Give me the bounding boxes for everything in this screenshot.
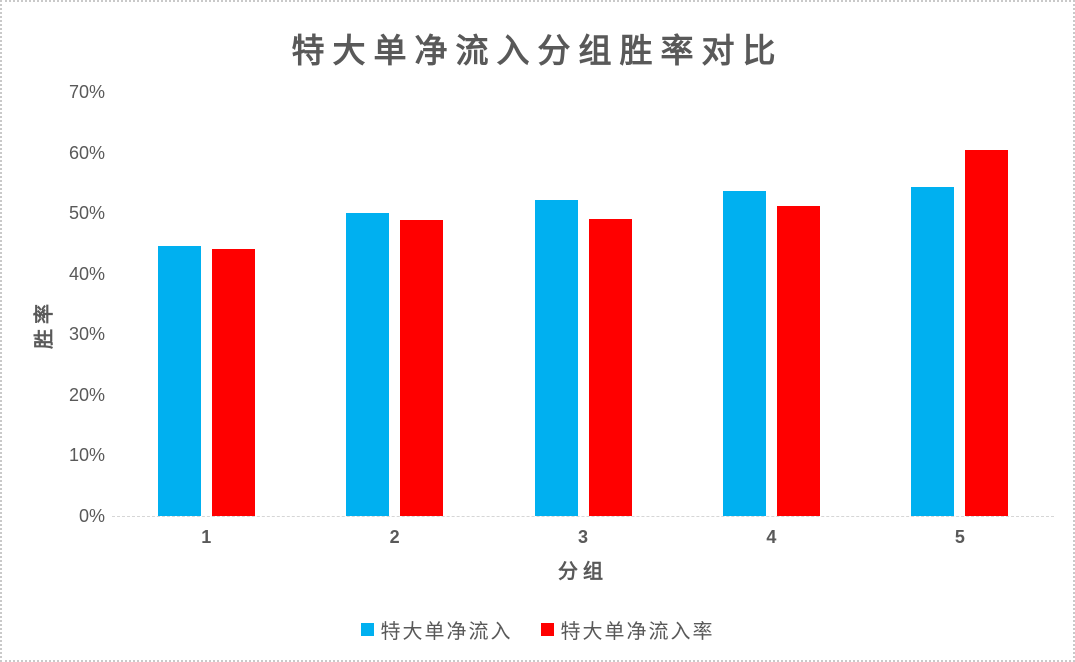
legend-item-series2: 特大单净流入率 bbox=[540, 615, 715, 644]
x-tick-label: 5 bbox=[954, 527, 965, 547]
y-tick-label: 10% bbox=[68, 445, 105, 466]
y-tick-label: 70% bbox=[68, 82, 105, 102]
x-tick-label: 4 bbox=[766, 527, 777, 547]
bar-series2-group-3 bbox=[588, 218, 632, 516]
legend-swatch-series1-icon bbox=[360, 623, 374, 636]
legend-swatch-series2-icon bbox=[540, 623, 554, 636]
y-tick-label: 30% bbox=[68, 324, 105, 345]
bar-group-3 bbox=[489, 92, 677, 516]
y-tick-label: 60% bbox=[68, 142, 105, 163]
bar-series1-group-4 bbox=[722, 191, 766, 516]
bar-series2-group-5 bbox=[965, 149, 1009, 516]
legend-label-series2: 特大单净流入率 bbox=[560, 621, 715, 643]
x-tick-label: 1 bbox=[201, 527, 212, 547]
y-axis-ticks: 0% 10% 20% 30% 40% 50% 60% 70% bbox=[2, 83, 105, 525]
legend-label-series1: 特大单净流入 bbox=[380, 621, 513, 643]
bar-series1-group-1 bbox=[157, 245, 201, 516]
bar-group-2 bbox=[300, 92, 488, 516]
x-axis-title: 分组 bbox=[558, 561, 608, 583]
bar-series1-group-5 bbox=[911, 186, 955, 516]
y-tick-label: 40% bbox=[68, 263, 105, 284]
legend: 特大单净流入 特大单净流入率 bbox=[2, 615, 1073, 644]
bar-series1-group-2 bbox=[346, 213, 390, 516]
bar-group-1 bbox=[112, 92, 300, 516]
bar-series2-group-2 bbox=[400, 220, 444, 516]
y-tick-label: 0% bbox=[78, 506, 105, 526]
x-tick-label: 3 bbox=[578, 527, 589, 547]
legend-item-series1: 特大单净流入 bbox=[360, 615, 513, 644]
plot-area bbox=[112, 92, 1054, 517]
bar-group-5 bbox=[866, 92, 1054, 516]
chart-title: 特大单净流入分组胜率对比 bbox=[291, 32, 784, 69]
y-tick-label: 50% bbox=[68, 203, 105, 224]
x-axis-labels: 1 2 3 4 5 bbox=[112, 527, 1054, 548]
bar-series2-group-1 bbox=[211, 248, 255, 516]
bar-group-4 bbox=[677, 92, 865, 516]
bar-series1-group-3 bbox=[534, 199, 578, 516]
bar-series2-group-4 bbox=[776, 206, 820, 516]
x-tick-label: 2 bbox=[389, 527, 400, 547]
y-tick-label: 20% bbox=[68, 384, 105, 405]
